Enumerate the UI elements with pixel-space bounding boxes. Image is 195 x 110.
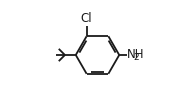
Text: 2: 2 xyxy=(133,53,139,62)
Text: Cl: Cl xyxy=(81,12,92,25)
Text: NH: NH xyxy=(127,48,144,61)
